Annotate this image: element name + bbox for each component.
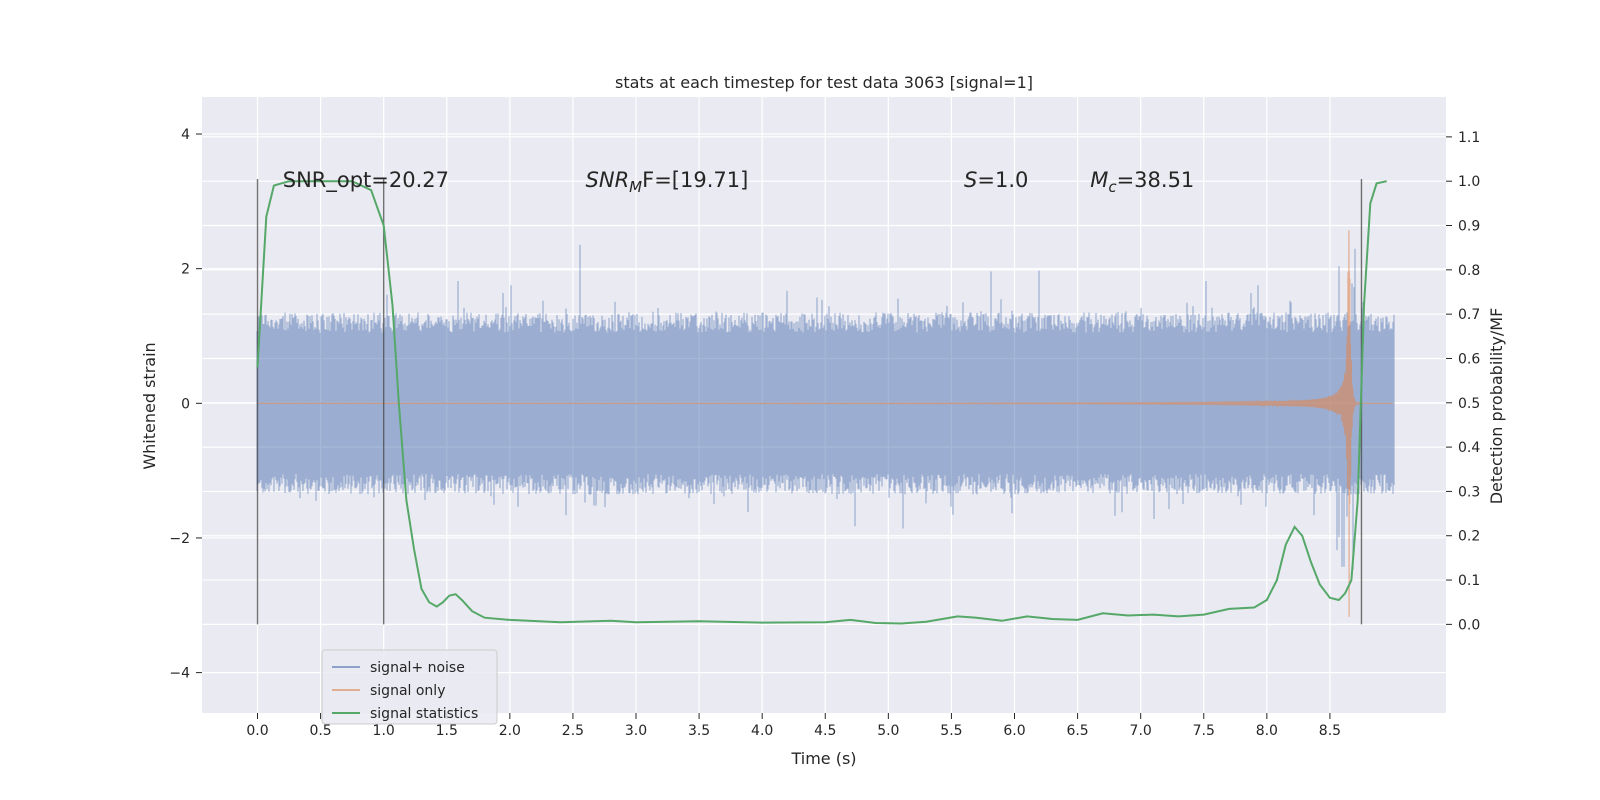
x-tick-label: 6.0 xyxy=(1003,723,1025,739)
legend-label: signal+ noise xyxy=(370,660,465,676)
x-tick-label: 1.0 xyxy=(373,723,395,739)
annotation-symbol: M xyxy=(1090,168,1108,192)
x-tick-label: 8.0 xyxy=(1256,723,1278,739)
signal-statistics-line xyxy=(256,180,1387,625)
y2-tick-label: 0.2 xyxy=(1458,529,1480,545)
y2-tick-label: 0.3 xyxy=(1458,484,1480,500)
y-tick-label: 2 xyxy=(181,262,190,278)
y-tick-label: 0 xyxy=(181,396,190,412)
x-tick-label: 4.0 xyxy=(751,723,773,739)
y2-tick-label: 0.8 xyxy=(1458,263,1480,279)
y-axis-label: Whitened strain xyxy=(140,342,159,469)
annotation-symbol: SNR xyxy=(586,168,630,192)
x-tick-label: 7.5 xyxy=(1193,723,1215,739)
legend-items: signal+ noise signal only signal statistic… xyxy=(332,660,478,722)
legend-label: signal only xyxy=(370,683,445,699)
annotation-text: Mc=38.51 xyxy=(1090,168,1194,196)
x-tick-label: 1.5 xyxy=(436,723,458,739)
annotation-text: SNR_opt=20.27 xyxy=(283,168,449,193)
x-tick-label: 5.5 xyxy=(940,723,962,739)
y2-tick-label: 0.7 xyxy=(1458,307,1480,323)
y2-axis-label: Detection probability/MF xyxy=(1487,308,1506,505)
y2-tick-label: 1.1 xyxy=(1458,130,1480,146)
annotation-suffix: =38.51 xyxy=(1117,168,1195,192)
series-signal-statistics xyxy=(256,180,1387,625)
y2-tick-label: 0.0 xyxy=(1458,617,1480,633)
y2-tick-label: 0.9 xyxy=(1458,219,1480,235)
x-tick-label: 0.0 xyxy=(246,723,268,739)
series-signal-only xyxy=(257,230,1394,618)
x-tick-label: 4.5 xyxy=(814,723,836,739)
annotation-suffix: F=[19.71] xyxy=(642,168,748,192)
x-tick-label: 0.5 xyxy=(309,723,331,739)
x-tick-label: 5.0 xyxy=(877,723,899,739)
x-axis-label: Time (s) xyxy=(790,749,856,768)
y2-tick-label: 0.4 xyxy=(1458,440,1480,456)
x-tick-label: 3.5 xyxy=(688,723,710,739)
chart-title: stats at each timestep for test data 306… xyxy=(615,73,1033,92)
y-tick-label: −4 xyxy=(169,666,190,682)
x-tick-label: 3.0 xyxy=(625,723,647,739)
annotation-subscript: c xyxy=(1108,178,1117,196)
legend: signal+ noise signal only signal statistic… xyxy=(321,649,498,725)
data-layer xyxy=(256,178,1395,625)
annotations: SNR_opt=20.27 SNRMF=[19.71] S=1.0 Mc=38.51 xyxy=(283,168,1195,196)
x-tick-label: 8.5 xyxy=(1319,723,1341,739)
x-tick-label: 2.0 xyxy=(499,723,521,739)
y2-tick-label: 0.5 xyxy=(1458,396,1480,412)
annotation-text: S=1.0 xyxy=(964,168,1028,192)
x-tick-label: 6.5 xyxy=(1066,723,1088,739)
signal-only-line xyxy=(257,230,1394,618)
legend-box xyxy=(321,649,498,725)
y-tick-label: 4 xyxy=(181,127,190,143)
legend-label: signal statistics xyxy=(370,706,478,722)
axes: 0.0 0.5 1.0 1.5 2.0 2.5 3.0 3.5 4.0 4.5 5.0 5.5 6.0 6… xyxy=(169,127,1480,739)
annotation-suffix: =1.0 xyxy=(977,168,1028,192)
y2-tick-label: 0.1 xyxy=(1458,573,1480,589)
x-tick-label: 2.5 xyxy=(562,723,584,739)
annotation-symbol: S xyxy=(964,168,977,192)
x-tick-label: 7.0 xyxy=(1130,723,1152,739)
annotation-text: SNRMF=[19.71] xyxy=(586,168,749,196)
y2-tick-label: 1.0 xyxy=(1458,174,1480,190)
y-tick-label: −2 xyxy=(169,531,190,547)
y2-tick-label: 0.6 xyxy=(1458,351,1480,367)
annotation-prefix: SNR_opt=20.27 xyxy=(283,168,449,193)
annotation-subscript: M xyxy=(629,178,642,196)
